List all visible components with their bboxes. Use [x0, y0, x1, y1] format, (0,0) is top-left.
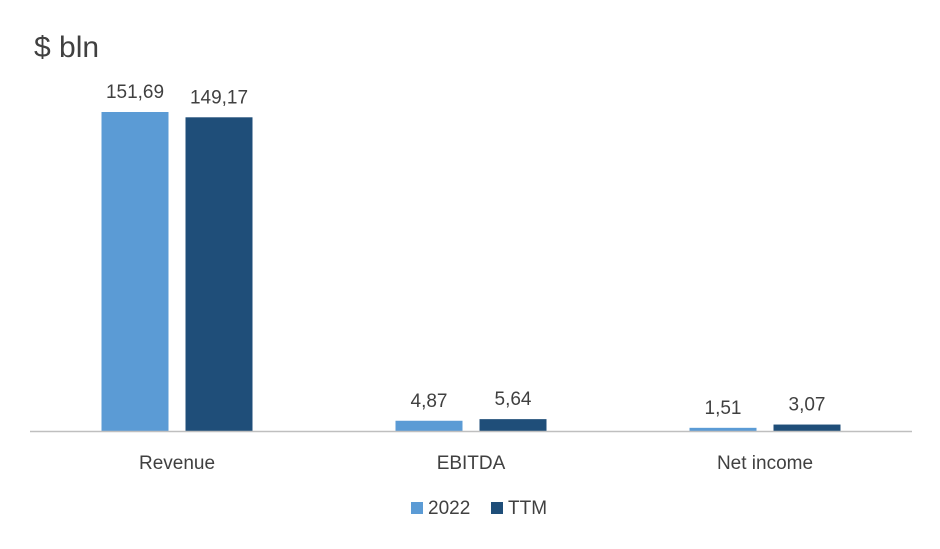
- bars-group: [101, 112, 841, 431]
- category-label-net-income: Net income: [717, 453, 813, 474]
- legend-label-2022: 2022: [428, 498, 470, 519]
- data-label-revenue-ttm: 149,17: [190, 87, 248, 108]
- bar-revenue-ttm: [185, 117, 253, 431]
- category-label-revenue: Revenue: [139, 453, 215, 474]
- chart-title: $ bln: [34, 31, 99, 64]
- category-label-ebitda: EBITDA: [437, 453, 506, 474]
- bar-net-income-2022: [689, 427, 757, 431]
- bar-ebitda-2022: [395, 420, 463, 431]
- legend-swatch-2022: [411, 502, 423, 514]
- category-labels-group: Revenue EBITDA Net income: [139, 453, 813, 474]
- data-label-ebitda-ttm: 5,64: [495, 389, 532, 410]
- data-label-revenue-2022: 151,69: [106, 82, 164, 103]
- legend-label-ttm: TTM: [508, 498, 547, 519]
- legend: 2022 TTM: [411, 498, 547, 519]
- legend-swatch-ttm: [491, 502, 503, 514]
- data-labels-group: 151,69 149,17 4,87 5,64 1,51 3,07: [106, 82, 826, 419]
- bar-net-income-ttm: [773, 424, 841, 431]
- data-label-net-income-ttm: 3,07: [789, 395, 826, 416]
- data-label-ebitda-2022: 4,87: [411, 391, 448, 412]
- data-label-net-income-2022: 1,51: [705, 398, 742, 419]
- bar-ebitda-ttm: [479, 419, 547, 431]
- bar-revenue-2022: [101, 112, 169, 431]
